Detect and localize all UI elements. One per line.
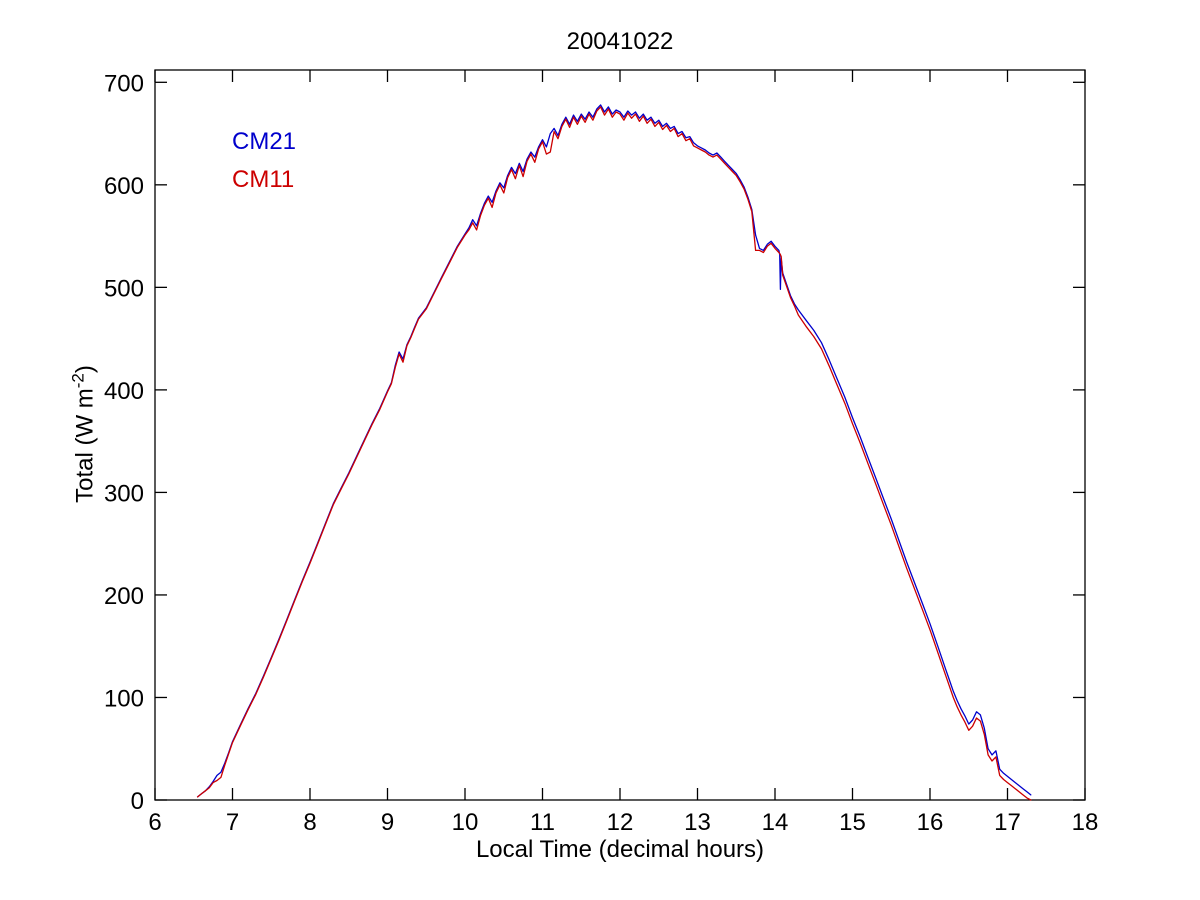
x-tick-label: 12 <box>607 809 634 836</box>
x-tick-label: 7 <box>226 809 239 836</box>
legend-cm11-label: CM11 <box>232 166 295 193</box>
series-cm21-line <box>196 104 1032 798</box>
legend-cm21-label: CM21 <box>232 128 297 155</box>
axes-box <box>154 69 1086 801</box>
chart-title: 20041022 <box>566 28 674 55</box>
y-tick-label: 500 <box>104 275 144 302</box>
x-tick-label: 11 <box>530 809 555 836</box>
x-tick-label: 13 <box>684 809 711 836</box>
y-axis-label-exponent: -2 <box>68 373 88 389</box>
y-tick-label: 600 <box>104 173 144 200</box>
y-tick-label: 200 <box>104 583 144 610</box>
x-axis-label: Local Time (decimal hours) <box>475 836 765 863</box>
y-axis-label: Total (W m-2) <box>69 365 100 503</box>
x-tick-label: 15 <box>839 809 866 836</box>
y-tick-label: 100 <box>104 685 144 712</box>
y-tick-label: 300 <box>104 480 144 507</box>
y-tick-label: 400 <box>104 378 144 405</box>
x-tick-label: 18 <box>1072 809 1099 836</box>
x-tick-label: 16 <box>917 809 944 836</box>
x-tick-label: 6 <box>148 809 161 836</box>
series-cm11-line <box>196 106 1032 801</box>
x-tick-label: 10 <box>452 809 479 836</box>
y-axis-label-text: Total (W m <box>71 388 99 503</box>
y-axis-label-close: ) <box>71 365 99 374</box>
x-tick-label: 14 <box>762 809 789 836</box>
x-tick-label: 8 <box>303 809 316 836</box>
x-tick-label: 17 <box>994 809 1021 836</box>
y-tick-label: 700 <box>104 70 144 97</box>
x-tick-label: 9 <box>381 809 394 836</box>
y-tick-label: 0 <box>131 788 144 815</box>
